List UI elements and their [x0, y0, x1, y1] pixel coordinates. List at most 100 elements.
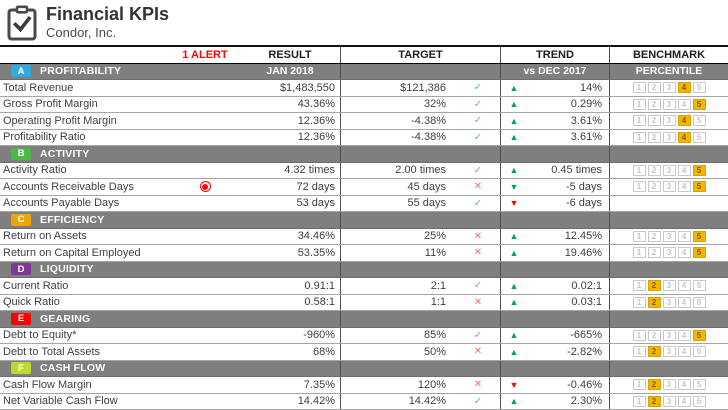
- kpi-name: Debt to Equity*: [3, 329, 77, 342]
- target-cell: [340, 146, 500, 162]
- kpi-name: Operating Profit Margin: [3, 114, 117, 127]
- alert-cell: [170, 361, 240, 377]
- result-period-label: [240, 262, 340, 278]
- target-missed-x-icon: ✕: [473, 346, 483, 358]
- benchmark-box: 1: [632, 181, 646, 193]
- benchmark-box: 2: [647, 346, 661, 358]
- benchmark-percentile-label: PERCENTILE: [609, 63, 728, 79]
- result-value: 68%: [312, 345, 335, 358]
- benchmark-box: 4: [677, 230, 691, 242]
- trend-cell: ▲ 0.03:1: [500, 294, 609, 310]
- trend-cell: ▲ 0.02:1: [500, 278, 609, 294]
- benchmark-box: 2: [647, 395, 661, 407]
- benchmark-box: 2: [647, 329, 661, 341]
- trend-value: 12.45%: [564, 230, 602, 243]
- benchmark-box: 1: [632, 329, 646, 341]
- section-header-row: A PROFITABILITY JAN 2018 vs DEC 2017 PERCENT…: [0, 63, 728, 80]
- target-value: 14.42%: [408, 395, 446, 408]
- target-met-check-icon: ✓: [473, 164, 483, 176]
- target-cell: 25% ✕: [340, 228, 500, 244]
- trend-cell: ▼ -5 days: [500, 179, 609, 195]
- kpi-row: Return on Assets 34.46% 25% ✕ ▲ 12.45% 1 2 3 4 5: [0, 228, 728, 245]
- benchmark-box: 4: [677, 379, 691, 391]
- target-cell: 1:1 ✕: [340, 294, 500, 310]
- kpi-name: Total Revenue: [3, 81, 74, 94]
- benchmark-box: 4: [677, 181, 691, 193]
- result-period-label: [240, 361, 340, 377]
- benchmark-box: 3: [662, 82, 676, 94]
- alert-cell: [170, 262, 240, 278]
- benchmark-box: 3: [662, 280, 676, 292]
- trend-cell: ▲ 0.45 times: [500, 162, 609, 178]
- result-value: 7.35%: [303, 378, 335, 391]
- alert-cell: [170, 163, 240, 179]
- target-value: 2.00 times: [395, 164, 446, 177]
- section-title: CASH FLOW: [40, 362, 106, 375]
- alert-cell: [170, 80, 240, 96]
- section-title-cell: B ACTIVITY: [0, 146, 170, 162]
- target-cell: 2:1 ✓: [340, 278, 500, 294]
- target-missed-x-icon: ✕: [473, 247, 483, 259]
- kpi-row: Cash Flow Margin 7.35% 120% ✕ ▼ -0.46% 1 2 3 4 5: [0, 377, 728, 394]
- kpi-name: Return on Assets: [3, 230, 87, 243]
- benchmark-percentile-label: [609, 360, 728, 376]
- kpi-row: Debt to Equity* -960% 85% ✓ ▲ -665% 1 2 3 4 5: [0, 327, 728, 344]
- benchmark-box: 5: [692, 379, 706, 391]
- target-cell: 11% ✕: [340, 245, 500, 261]
- kpi-name: Return on Capital Employed: [3, 246, 141, 259]
- trend-column-header: TREND: [500, 47, 609, 63]
- kpi-row: Net Variable Cash Flow 14.42% 14.42% ✓ ▲ 2.30…: [0, 393, 728, 410]
- alert-cell: [170, 64, 240, 80]
- kpi-name: Accounts Payable Days: [3, 197, 120, 210]
- alert-count-header: 1 ALERT: [182, 48, 228, 61]
- result-value: 72 days: [296, 180, 335, 193]
- alert-cell: [170, 97, 240, 113]
- trend-cell: ▲ 3.61%: [500, 113, 609, 129]
- benchmark-box: 3: [662, 395, 676, 407]
- result-value: 0.58:1: [304, 296, 335, 309]
- section-title: PROFITABILITY: [40, 65, 122, 78]
- result-period-label: [240, 311, 340, 327]
- section-title: LIQUIDITY: [40, 263, 94, 276]
- trend-up-icon: ▲: [509, 297, 519, 308]
- trend-value: 0.03:1: [571, 296, 602, 309]
- trend-period-label: [500, 311, 609, 327]
- target-cell: 14.42% ✓: [340, 393, 500, 409]
- benchmark-box: 5: [692, 181, 706, 193]
- benchmark-box: 1: [632, 164, 646, 176]
- benchmark-box: 2: [647, 82, 661, 94]
- kpi-row: Activity Ratio 4.32 times 2.00 times ✓ ▲ 0.45…: [0, 162, 728, 179]
- target-cell: 50% ✕: [340, 344, 500, 360]
- benchmark-box: 1: [632, 395, 646, 407]
- benchmark-column-header: BENCHMARK: [609, 47, 728, 63]
- alert-cell: [170, 311, 240, 327]
- benchmark-box: 5: [692, 82, 706, 94]
- benchmark-box: 2: [647, 181, 661, 193]
- section-header-row: D LIQUIDITY: [0, 261, 728, 278]
- trend-cell: ▲ 3.61%: [500, 129, 609, 145]
- target-missed-x-icon: ✕: [473, 379, 483, 391]
- section-header-row: F CASH FLOW: [0, 360, 728, 377]
- result-value: 53 days: [296, 197, 335, 210]
- benchmark-box: 1: [632, 247, 646, 259]
- trend-up-icon: ▲: [509, 132, 519, 143]
- benchmark-box: 3: [662, 98, 676, 110]
- kpi-name-column-spacer: [0, 47, 170, 63]
- alert-cell: [170, 229, 240, 245]
- target-value: 11%: [424, 246, 446, 259]
- result-value: -960%: [303, 329, 335, 342]
- target-value: $121,386: [400, 81, 446, 94]
- trend-period-label: [500, 360, 609, 376]
- trend-up-icon: ▲: [509, 165, 519, 176]
- target-cell: [340, 212, 500, 228]
- benchmark-box: 4: [677, 296, 691, 308]
- benchmark-box: 5: [692, 98, 706, 110]
- target-met-check-icon: ✓: [473, 329, 483, 341]
- alert-cell: [170, 344, 240, 360]
- trend-cell: ▲ -2.82%: [500, 344, 609, 360]
- target-cell: 55 days ✓: [340, 195, 500, 211]
